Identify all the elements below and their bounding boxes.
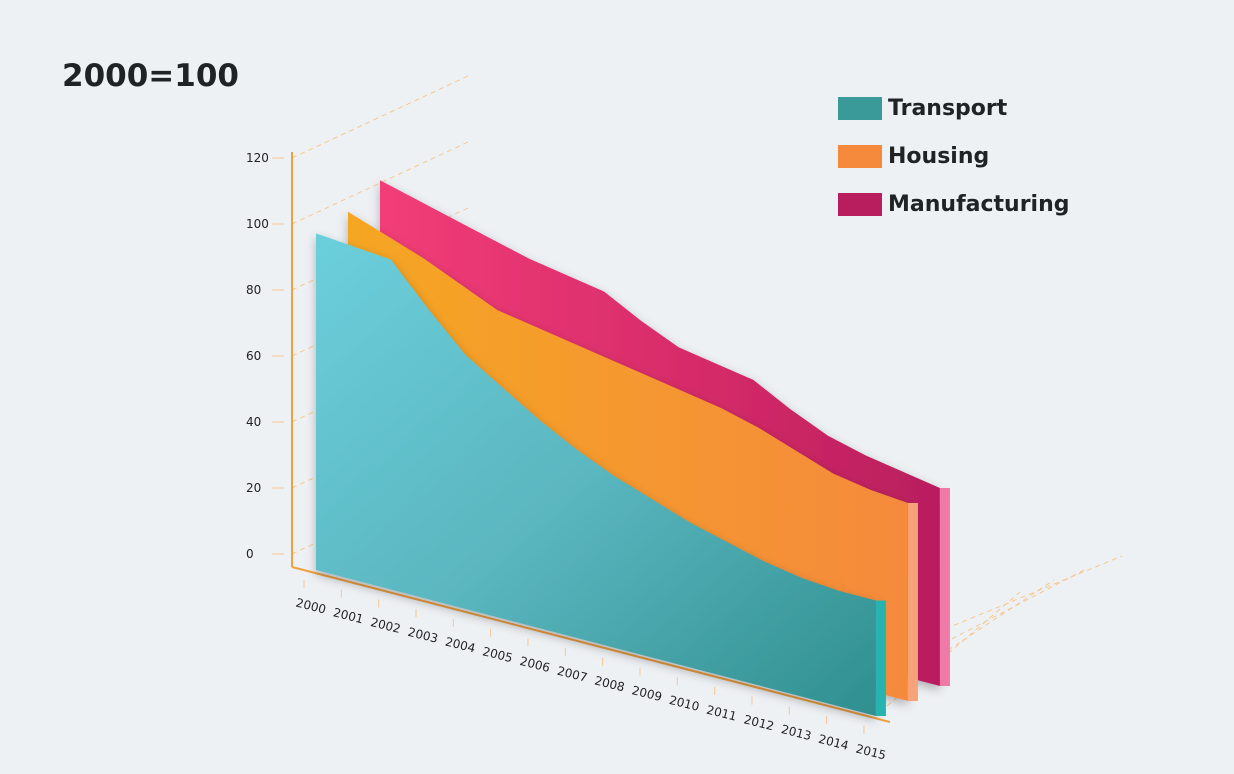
chart-title: 2000=100 <box>62 58 239 94</box>
y-tick-label: 20 <box>246 481 261 495</box>
x-tick-label: 2002 <box>369 615 402 636</box>
legend-swatch-manufacturing <box>838 192 882 216</box>
x-axis <box>291 566 891 723</box>
legend-item-transport: Transport <box>838 84 1070 132</box>
x-tick-label: 2014 <box>817 732 850 753</box>
legend-label-transport: Transport <box>888 95 1008 121</box>
x-tick-label: 2012 <box>742 712 775 733</box>
x-tick-label: 2015 <box>854 742 887 763</box>
area-transport <box>316 233 876 716</box>
x-tick-label: 2005 <box>481 644 514 665</box>
x-tick-label: 2003 <box>406 625 439 646</box>
y-tick-label: 60 <box>246 349 261 363</box>
legend-swatch-transport <box>838 96 882 120</box>
x-tick-label: 2007 <box>556 664 589 685</box>
chart-legend: Transport Housing Manufacturing <box>838 84 1070 228</box>
legend-label-manufacturing: Manufacturing <box>888 191 1070 217</box>
edge-housing <box>907 502 918 701</box>
edge-manufacturing <box>939 487 950 686</box>
y-tick-label: 100 <box>246 217 269 231</box>
legend-label-housing: Housing <box>888 143 990 169</box>
x-tick-label: 2008 <box>593 673 626 694</box>
y-grid-diagonal <box>291 75 469 159</box>
x-tick-label: 2010 <box>668 693 701 714</box>
y-tick-label: 40 <box>246 415 261 429</box>
depth-grid-line <box>887 579 1055 691</box>
x-tick-label: 2001 <box>332 605 365 626</box>
legend-item-housing: Housing <box>838 132 1070 180</box>
series-transport <box>316 233 876 716</box>
x-tick-label: 2000 <box>294 596 327 617</box>
x-tick-label: 2009 <box>630 683 663 704</box>
x-tick-label: 2006 <box>518 654 551 675</box>
x-tick-label: 2013 <box>780 722 813 743</box>
y-tick-label: 0 <box>246 547 254 561</box>
x-tick-label: 2011 <box>705 703 738 724</box>
y-tick-label: 120 <box>246 151 269 165</box>
axis-layer <box>291 152 891 723</box>
edge-transport <box>875 600 886 716</box>
legend-item-manufacturing: Manufacturing <box>838 180 1070 228</box>
y-tick-label: 80 <box>246 283 261 297</box>
series-layer <box>316 180 950 716</box>
legend-swatch-housing <box>838 144 882 168</box>
x-tick-label: 2004 <box>444 635 477 656</box>
